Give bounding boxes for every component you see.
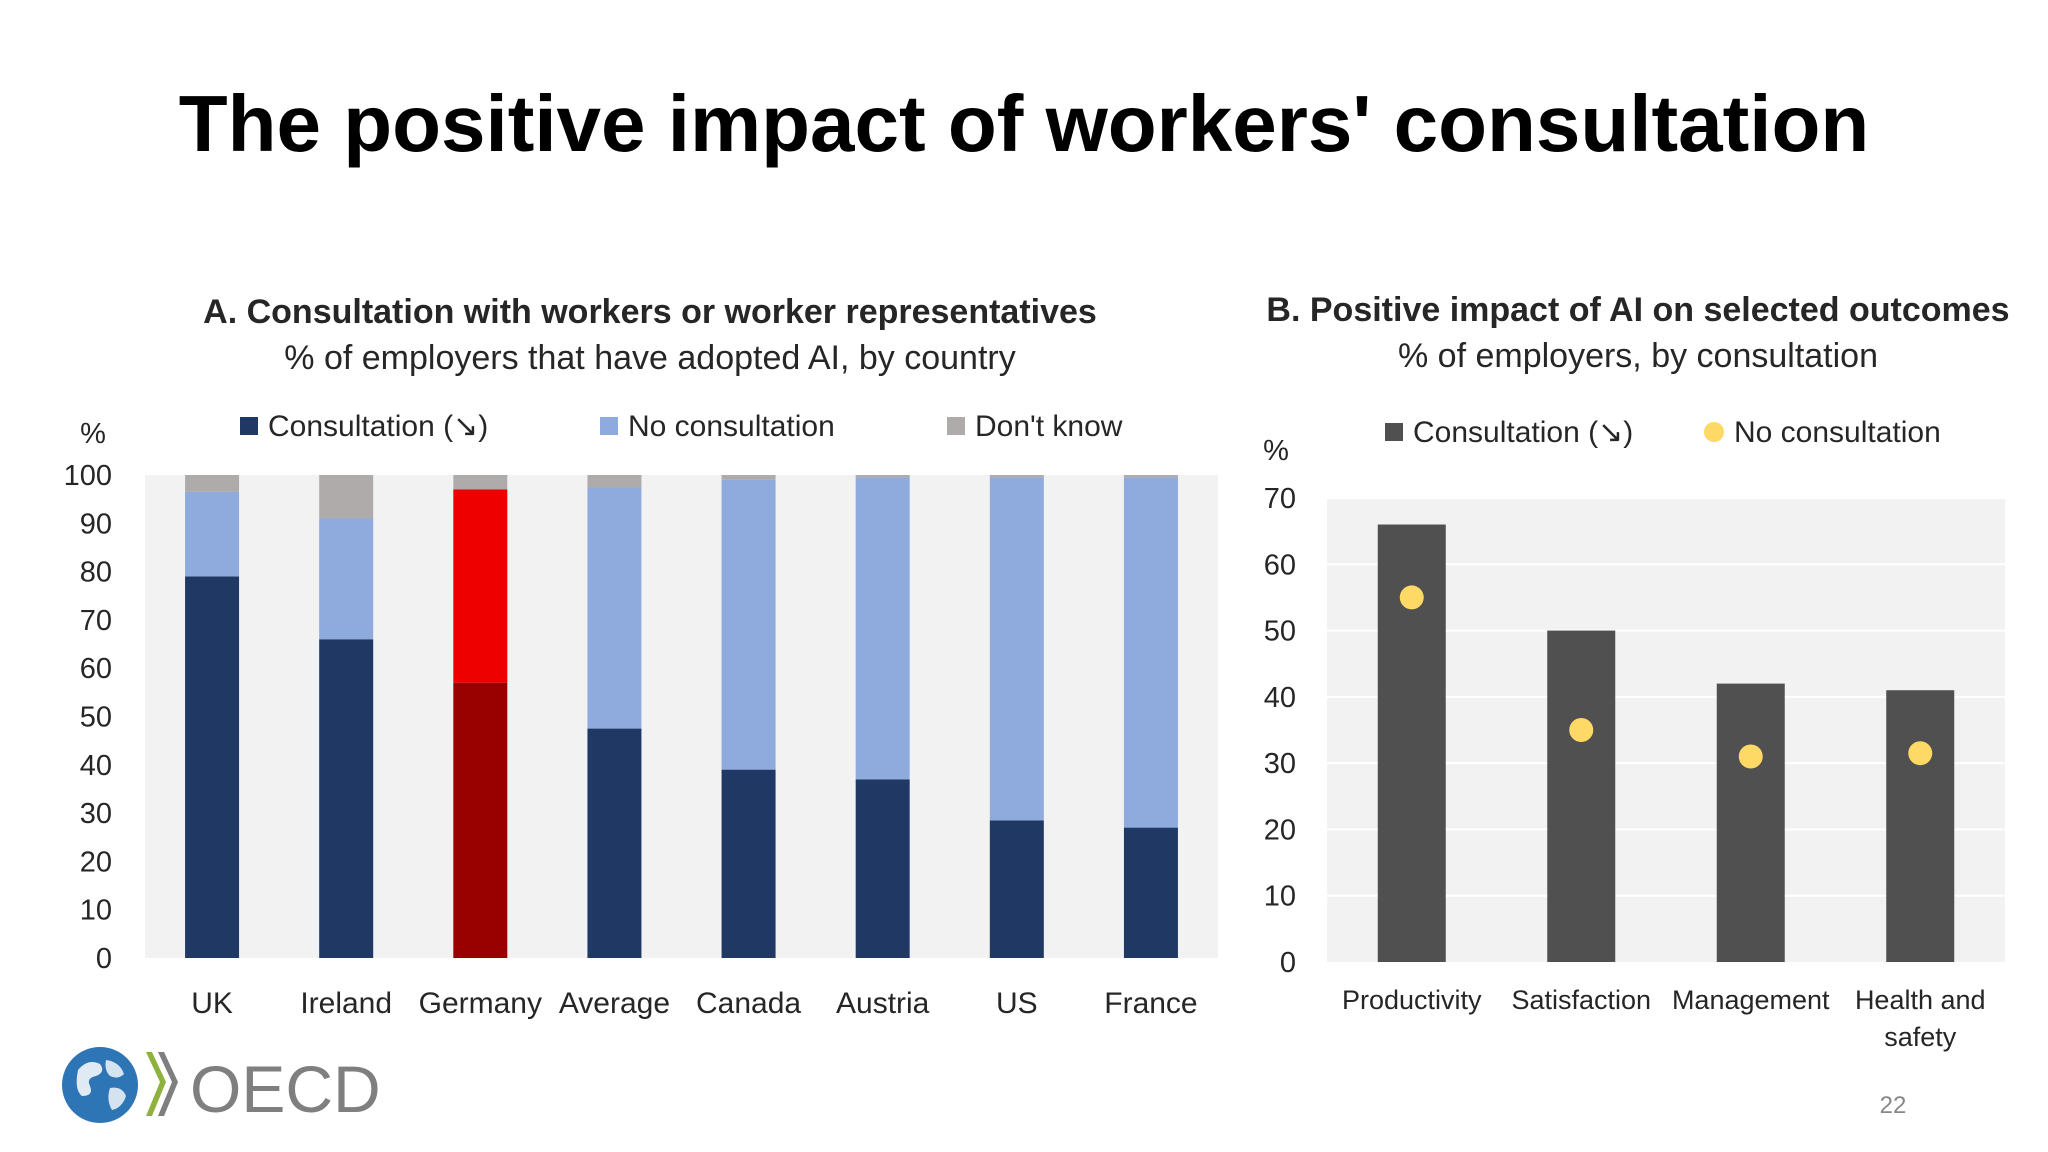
chart-a-bar-segment: [855, 477, 910, 780]
chart-b-x-label: Satisfaction: [1511, 985, 1651, 1015]
chart-a-bar-segment: [587, 475, 642, 488]
chart-b-title: B. Positive impact of AI on selected out…: [1266, 291, 2009, 329]
chart-a-y-tick: 90: [80, 508, 112, 540]
chart-a-bar-segment: [319, 475, 374, 519]
chart-b-y-tick: 30: [1264, 748, 1296, 780]
chart-a-bar-segment: [185, 576, 240, 958]
chart-a-plot-area: [145, 475, 1218, 958]
chart-a-x-label: Ireland: [300, 987, 392, 1020]
chart-b-y-tick: 10: [1264, 881, 1296, 913]
chart-b-legend-label: No consultation: [1734, 416, 1941, 449]
chart-a-y-tick: 30: [80, 798, 112, 830]
chart-a-y-tick: 20: [80, 846, 112, 878]
chart-b-dot: [1738, 744, 1763, 769]
chart-a-y-tick: 40: [80, 750, 112, 782]
chart-a-bar-segment: [989, 475, 1044, 478]
chart-a-unit-label: %: [80, 418, 106, 450]
chart-a-bar-segment: [989, 820, 1044, 958]
chart-a-bar-segment: [721, 769, 776, 958]
chart-b-legend-swatch: [1385, 423, 1403, 441]
chart-a-bar-segment: [453, 489, 508, 683]
chart-b-bar: [1716, 683, 1785, 962]
chart-a-x-label: Austria: [836, 987, 930, 1020]
globe-icon: [62, 1047, 138, 1123]
chart-b-y-tick: 60: [1264, 549, 1296, 581]
page-number: 22: [1879, 1092, 1907, 1119]
chart-b-bar: [1547, 630, 1616, 962]
chart-b-y-tick: 50: [1264, 616, 1296, 648]
chart-b-dot: [1908, 741, 1933, 766]
chart-a-x-label: Canada: [696, 987, 801, 1020]
chart-a-bar-segment: [855, 779, 910, 958]
chart-a-legend-label: Consultation (↘): [268, 410, 488, 443]
chart-a-bar-segment: [319, 639, 374, 958]
chart-b-x-label: Management: [1672, 985, 1830, 1015]
chart-b-x-label: Health and: [1855, 985, 1986, 1015]
chart-a-title: A. Consultation with workers or worker r…: [203, 293, 1097, 331]
chart-a-x-label: Germany: [419, 987, 542, 1020]
chart-a-y-tick: 0: [96, 943, 112, 975]
chart-a-y-tick: 60: [80, 653, 112, 685]
chart-a-legend-swatch: [600, 417, 618, 435]
chart-b-y-tick: 20: [1264, 814, 1296, 846]
chart-b-dot: [1399, 585, 1424, 610]
chart-a-x-label: UK: [191, 987, 233, 1020]
chart-b-x-label: safety: [1884, 1022, 1957, 1052]
chart-a-y-tick: 50: [80, 702, 112, 734]
chart-a-bar-segment: [1123, 827, 1178, 958]
slide-title: The positive impact of workers' consulta…: [178, 79, 1870, 168]
chart-b-x-label: Productivity: [1342, 985, 1482, 1015]
oecd-logo: OECD: [62, 1047, 381, 1126]
chart-b-y-tick: 40: [1264, 682, 1296, 714]
chart-b-legend-label: Consultation (↘): [1413, 416, 1633, 449]
chart-a-x-label: US: [996, 987, 1038, 1020]
chart-b-dot: [1569, 718, 1594, 742]
chart-a-bar-segment: [587, 487, 642, 729]
chart-a-bar-segment: [1123, 475, 1178, 478]
chart-a-x-label: Average: [559, 987, 670, 1020]
chart-a-bar-segment: [319, 518, 374, 640]
chart-a-y-tick: 70: [80, 605, 112, 637]
chevron-icon: [146, 1052, 166, 1116]
chart-a-y-tick: 10: [80, 895, 112, 927]
chart-a-y-tick: 100: [64, 460, 112, 492]
chart-a-y-tick: 80: [80, 557, 112, 589]
chart-b-legend-swatch: [1704, 422, 1724, 442]
chart-b-y-tick: 0: [1280, 947, 1296, 979]
chart-b-bar: [1886, 690, 1955, 962]
chart-b-subtitle: % of employers, by consultation: [1398, 337, 1878, 375]
chart-a-x-label: France: [1104, 987, 1197, 1020]
chart-a-bar-segment: [721, 479, 776, 770]
chart-a-bar-segment: [1123, 477, 1178, 828]
chart-a-legend-label: No consultation: [628, 410, 835, 443]
chart-a-bar-segment: [855, 475, 910, 478]
chart-a-legend-label: Don't know: [975, 410, 1123, 443]
chart-a-bar-segment: [453, 682, 508, 958]
chart-a-bar-segment: [453, 475, 508, 490]
chart-a-bar-segment: [587, 728, 642, 958]
chart-a-bar-segment: [185, 491, 240, 577]
chart-a-bar-segment: [721, 475, 776, 480]
chart-a-legend-swatch: [947, 417, 965, 435]
chart-b-unit-label: %: [1263, 435, 1289, 467]
chart-a-subtitle: % of employers that have adopted AI, by …: [284, 339, 1015, 377]
chart-a-legend-swatch: [240, 417, 258, 435]
chart-b-y-tick: 70: [1264, 483, 1296, 515]
oecd-wordmark: OECD: [190, 1052, 381, 1126]
chart-a-bar-segment: [185, 475, 240, 492]
chart-a-bar-segment: [989, 477, 1044, 821]
